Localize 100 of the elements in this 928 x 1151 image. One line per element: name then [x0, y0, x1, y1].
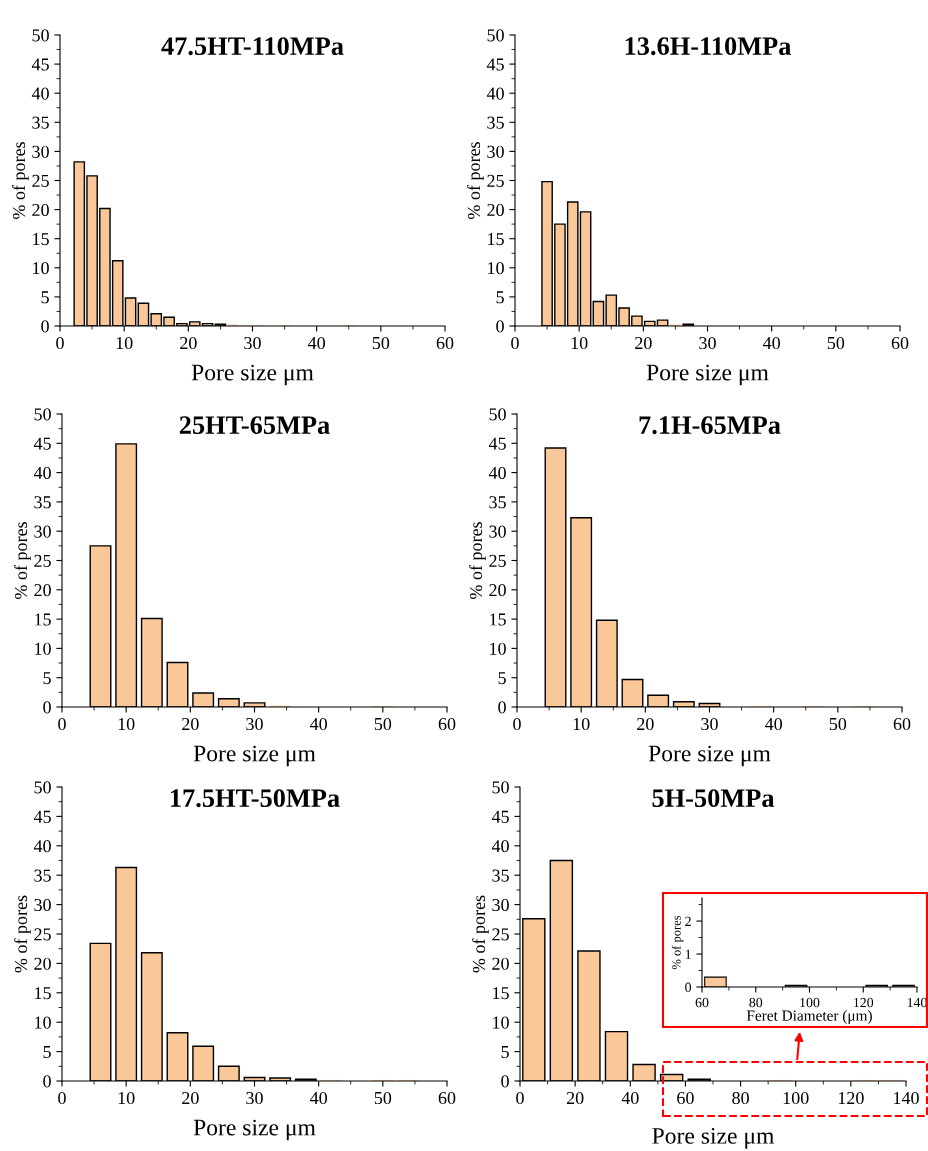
y-tick-label: 50 — [34, 408, 51, 421]
y-tick-label: 10 — [493, 1016, 509, 1029]
x-tick-label: 40 — [762, 336, 781, 350]
x-axis-title: Pore size μm — [652, 1127, 775, 1149]
x-tick-label: 80 — [749, 997, 763, 1008]
y-tick-label: 20 — [492, 957, 509, 970]
y-tick-label: 45 — [491, 810, 509, 823]
x-tick-label: 50 — [374, 717, 392, 731]
x-tick-label: 0 — [58, 1091, 66, 1105]
x-tick-label: 20 — [180, 336, 197, 350]
y-tick-label: 30 — [487, 145, 504, 158]
x-tick-label: 20 — [637, 717, 654, 731]
y-tick-label: 50 — [487, 29, 504, 42]
x-axis-title: Pore size μm — [191, 364, 314, 386]
y-tick-label: 0 — [501, 1075, 509, 1088]
x-tick-label: 120 — [838, 1091, 864, 1105]
y-tick-label: 30 — [34, 898, 51, 912]
x-tick-label: 10 — [573, 717, 590, 731]
y-tick-label: 45 — [33, 437, 51, 450]
x-tick-label: 30 — [246, 717, 263, 731]
y-tick-label: 2 — [685, 916, 691, 926]
y-tick-label: 25 — [34, 928, 51, 941]
x-tick-label: 60 — [891, 336, 909, 350]
x-tick-label: 60 — [436, 336, 454, 350]
chart-title: 17.5HT-50MPa — [170, 789, 340, 808]
x-tick-label: 10 — [118, 1091, 135, 1105]
x-tick-label: 30 — [246, 1091, 263, 1105]
x-tick-label: 80 — [732, 1091, 749, 1105]
x-tick-label: 50 — [827, 336, 845, 350]
y-tick-label: 45 — [488, 437, 506, 450]
y-tick-label: 45 — [31, 58, 49, 71]
y-tick-label: 10 — [488, 262, 504, 275]
x-tick-label: 0 — [58, 717, 66, 731]
y-tick-label: 15 — [488, 233, 504, 246]
y-tick-label: 10 — [490, 642, 506, 655]
x-axis-title: Pore size μm — [193, 1119, 316, 1141]
x-tick-label: 20 — [182, 1091, 199, 1105]
y-tick-label: 20 — [34, 584, 51, 597]
chart-title: 7.1H-65MPa — [639, 416, 781, 435]
y-tick-label: 15 — [493, 987, 509, 1000]
y-tick-label: 50 — [32, 29, 49, 42]
y-axis-title: % of pores — [472, 895, 489, 973]
y-tick-label: 10 — [35, 642, 51, 655]
y-axis-title: % of pores — [467, 142, 484, 219]
x-tick-label: 60 — [438, 717, 456, 731]
y-tick-label: 0 — [498, 701, 506, 714]
y-tick-label: 40 — [31, 87, 49, 100]
x-tick-label: 0 — [56, 336, 64, 350]
x-tick-label: 50 — [372, 336, 390, 350]
x-axis-title: Pore size μm — [193, 745, 316, 767]
x-tick-label: 20 — [635, 336, 652, 350]
y-tick-label: 5 — [501, 1046, 509, 1059]
y-tick-label: 40 — [486, 87, 504, 100]
y-tick-label: 40 — [33, 466, 51, 480]
y-tick-label: 25 — [32, 174, 49, 187]
y-tick-label: 35 — [34, 496, 51, 509]
y-tick-label: 10 — [35, 1016, 51, 1029]
x-tick-label: 140 — [894, 1091, 919, 1105]
y-tick-label: 20 — [32, 203, 49, 217]
chart-title: 13.6H-110MPa — [625, 37, 792, 56]
x-axis-title: Pore size μm — [646, 364, 769, 386]
y-tick-label: 5 — [498, 672, 506, 685]
y-tick-label: 40 — [488, 466, 506, 480]
x-tick-label: 40 — [309, 1091, 328, 1105]
x-tick-label: 10 — [116, 336, 133, 350]
y-tick-label: 50 — [489, 408, 506, 421]
x-tick-label: 50 — [829, 717, 847, 731]
x-tick-label: 40 — [307, 336, 326, 350]
chart-title: 25HT-65MPa — [179, 416, 330, 435]
y-tick-label: 30 — [34, 525, 51, 538]
y-tick-label: 5 — [41, 291, 49, 304]
y-tick-label: 35 — [489, 496, 506, 509]
y-tick-label: 35 — [492, 869, 509, 882]
y-tick-label: 20 — [489, 584, 506, 597]
y-tick-label: 35 — [32, 116, 49, 129]
x-tick-label: 40 — [764, 717, 783, 731]
y-tick-label: 50 — [34, 781, 51, 794]
y-tick-label: 45 — [486, 58, 504, 71]
x-tick-label: 10 — [571, 336, 588, 350]
y-tick-label: 20 — [34, 957, 51, 970]
y-tick-label: 45 — [33, 810, 51, 823]
chart-title: 5H-50MPa — [652, 789, 775, 808]
y-axis-title: % of pores — [671, 915, 684, 970]
x-tick-label: 60 — [893, 717, 911, 731]
y-tick-label: 5 — [43, 1046, 51, 1059]
x-tick-label: 0 — [516, 1091, 524, 1105]
y-tick-label: 0 — [685, 982, 692, 992]
y-tick-label: 30 — [32, 145, 49, 158]
x-tick-label: 60 — [438, 1091, 456, 1105]
x-tick-label: 10 — [118, 717, 135, 731]
y-tick-label: 0 — [43, 1075, 51, 1088]
y-tick-label: 35 — [34, 869, 51, 882]
x-tick-label: 50 — [374, 1091, 392, 1105]
y-axis-title: % of pores — [14, 895, 31, 973]
y-tick-label: 15 — [35, 613, 51, 626]
y-tick-label: 15 — [35, 987, 51, 1000]
y-tick-label: 5 — [496, 291, 504, 304]
x-tick-label: 120 — [854, 997, 874, 1008]
y-tick-label: 25 — [487, 174, 504, 187]
y-tick-label: 50 — [492, 781, 509, 794]
